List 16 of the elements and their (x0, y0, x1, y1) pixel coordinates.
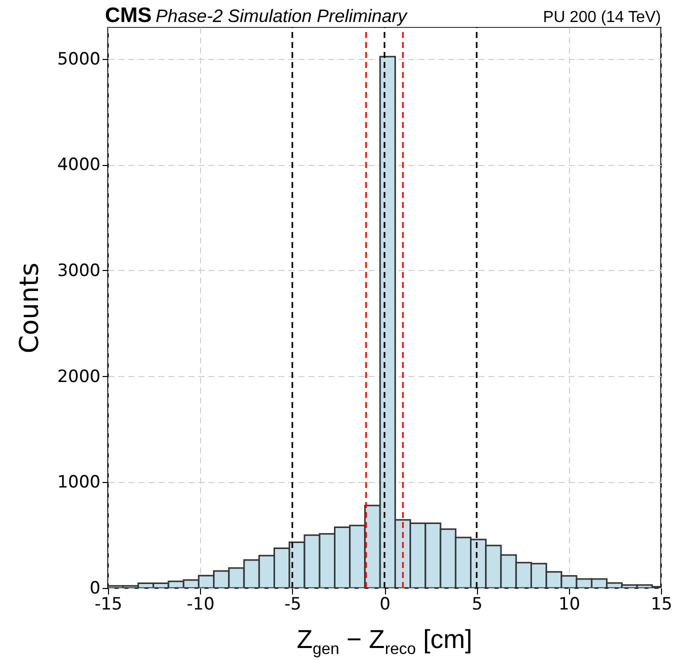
y-tick-label: 2000 (57, 366, 100, 387)
x-axis-title: Z$_{gen}$ − Z$_{reco}$ [cm] (296, 624, 474, 660)
y-axis-title: Counts (15, 262, 46, 354)
y-tick-label: 3000 (57, 260, 100, 281)
y-tick-label: 5000 (57, 49, 100, 70)
x-tick-label: -5 (284, 594, 302, 614)
x-tick-label: 5 (472, 594, 483, 614)
text: PU 200 (14 TeV) (543, 9, 661, 27)
chart-subtitle: Phase-2 Simulation Preliminary (156, 6, 407, 27)
x-tick-label: 10 (558, 594, 580, 614)
x-tick-label: -10 (186, 594, 215, 614)
y-tick-label: 4000 (57, 155, 100, 176)
x-tick-label: 0 (380, 594, 390, 614)
x-tick-label: 15 (650, 594, 672, 614)
y-tick-label: 1000 (57, 472, 100, 493)
chart-title: CMS (105, 4, 152, 28)
